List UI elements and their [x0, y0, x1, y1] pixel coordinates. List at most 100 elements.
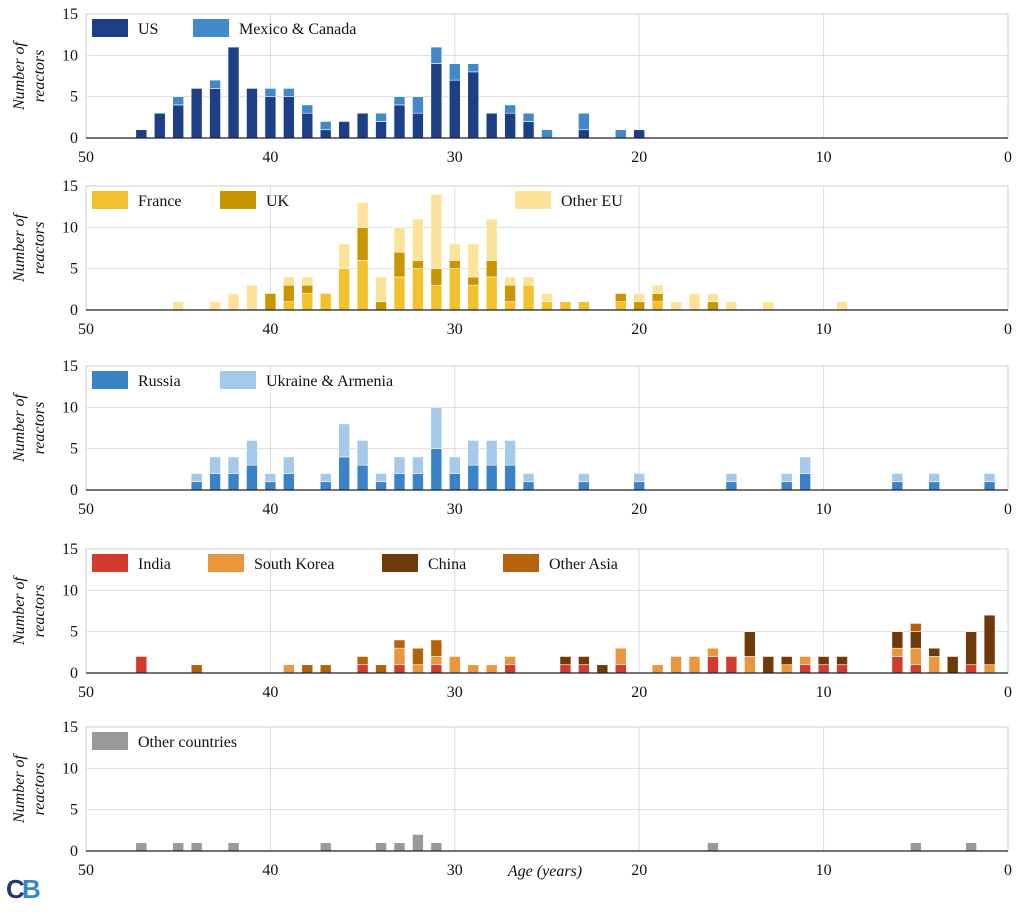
bar-france: [283, 301, 295, 311]
bar-other-eu: [412, 218, 424, 261]
x-tick-label: 40: [262, 684, 278, 701]
panel-1: 0 5 10 15 50 40 30 20 10 0 Number of reactors US Mexi…: [11, 6, 1012, 166]
panel-4: 0 5 10 15 50 40 30 20 10 0 Number of reactors India S…: [11, 541, 1012, 701]
x-tick-label: 30: [447, 862, 463, 879]
bar-russia: [430, 448, 443, 491]
bar-china: [559, 656, 572, 666]
legend-swatch-china: [382, 554, 418, 572]
y-tick-label: 0: [70, 843, 78, 860]
y-axis-label-line: reactors: [31, 585, 48, 638]
bar-mexico-canada: [430, 46, 443, 64]
legend-swatch-ukraine-armenia: [220, 371, 256, 389]
bar-russia: [485, 464, 498, 491]
bar-other-countries: [430, 842, 443, 852]
bar-uk: [448, 260, 461, 269]
y-axis-label: Number of reactors: [11, 39, 48, 111]
bar-other-eu: [522, 276, 535, 286]
bar-other-eu: [430, 193, 443, 269]
x-tick-label: 30: [447, 149, 463, 166]
x-tick-label: 10: [816, 501, 832, 518]
logo-b-letter: B: [22, 874, 41, 904]
bar-other-eu: [762, 301, 775, 311]
bar-russia: [983, 481, 996, 491]
bar-other-eu: [172, 301, 184, 311]
bar-ukraine-armenia: [633, 473, 646, 483]
bar-south-korea: [504, 656, 516, 666]
bar-russia: [338, 456, 350, 491]
bar-india: [430, 664, 443, 674]
bar-other-eu: [707, 293, 719, 303]
bar-china: [946, 656, 959, 674]
bar-india: [504, 664, 516, 674]
legend-swatch-india: [92, 554, 128, 572]
bar-other-countries: [172, 842, 184, 852]
bar-russia: [448, 473, 461, 491]
bar-ukraine-armenia: [578, 473, 590, 483]
bar-russia: [928, 481, 941, 491]
bar-us: [283, 96, 295, 139]
legend-swatch-russia: [92, 371, 128, 389]
bar-ukraine-armenia: [393, 456, 406, 474]
y-axis-label-line: Number of: [11, 752, 28, 824]
bar-south-korea: [909, 647, 922, 666]
bar-south-korea: [891, 647, 904, 657]
y-axis-label-line: Number of: [11, 574, 28, 646]
bar-us: [430, 63, 443, 139]
bar-russia: [209, 473, 221, 491]
bar-other-eu: [209, 301, 221, 311]
bar-mexico-canada: [614, 129, 627, 139]
bar-us: [504, 112, 516, 139]
bar-russia: [578, 481, 590, 491]
bar-other-eu: [541, 293, 553, 303]
bar-other-countries: [965, 842, 977, 852]
legend-swatch-other-eu: [515, 191, 551, 209]
y-tick-label: 10: [62, 582, 78, 599]
bar-us: [356, 112, 369, 139]
legend-label-france: France: [138, 193, 182, 210]
x-tick-label: 50: [78, 862, 94, 879]
plot-frame: [85, 13, 1009, 139]
bar-south-korea: [485, 664, 498, 674]
bar-uk: [430, 268, 443, 286]
bar-russia: [725, 481, 738, 491]
bar-russia: [190, 481, 203, 491]
bar-france: [338, 268, 350, 311]
bar-other-asia: [393, 639, 406, 649]
x-axis-label: Age (years): [507, 863, 582, 880]
x-tick-label: 10: [816, 862, 832, 879]
bar-uk: [264, 293, 277, 311]
bar-russia: [319, 481, 332, 491]
legend-label-mexico-canada: Mexico & Canada: [239, 21, 356, 38]
y-tick-label: 10: [62, 760, 78, 777]
legend-label-russia: Russia: [138, 373, 181, 390]
panel-5: 0 5 10 15 50 40 30 20 10 0 Number of reactors Other …: [11, 719, 1012, 880]
bar-mexico-canada: [375, 112, 387, 122]
x-tick-label: 20: [631, 501, 647, 518]
y-axis-label: Number of reactors: [11, 752, 48, 824]
bar-us: [209, 88, 221, 139]
bar-other-asia: [909, 623, 922, 632]
x-tick-label: 0: [1004, 149, 1012, 166]
x-tick-label: 10: [816, 684, 832, 701]
bar-france: [559, 301, 572, 311]
bar-france: [448, 268, 461, 311]
bar-ukraine-armenia: [356, 440, 369, 466]
y-axis-label-line: Number of: [11, 391, 28, 463]
bar-ukraine-armenia: [983, 473, 996, 483]
bar-france: [578, 301, 590, 311]
y-tick-label: 5: [70, 802, 78, 819]
bar-france: [651, 301, 664, 311]
y-tick-label: 10: [62, 219, 78, 236]
bar-us: [633, 129, 646, 139]
bar-south-korea: [670, 656, 682, 674]
bar-other-asia: [356, 656, 369, 666]
bar-ukraine-armenia: [338, 423, 350, 458]
x-tick-label: 20: [631, 321, 647, 338]
bar-russia: [246, 464, 258, 491]
bar-france: [412, 268, 424, 311]
bar-south-korea: [393, 647, 406, 666]
bar-us: [227, 46, 240, 139]
bar-uk: [633, 301, 646, 311]
bar-us: [467, 71, 480, 139]
